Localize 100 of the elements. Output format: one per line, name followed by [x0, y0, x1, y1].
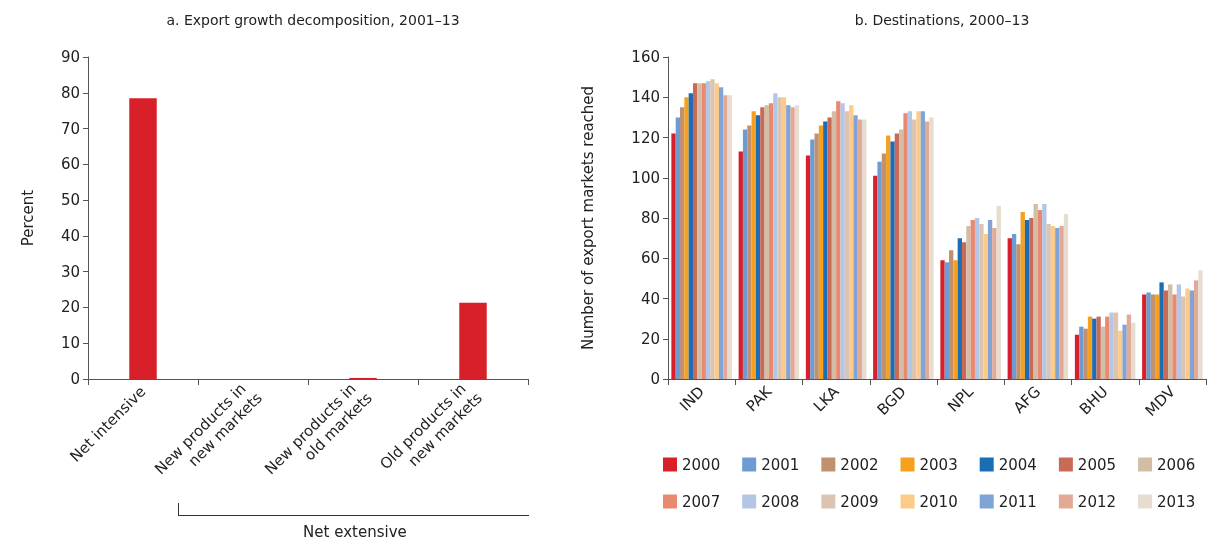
- legend-label: 2013: [1157, 492, 1196, 511]
- bar: [755, 115, 761, 379]
- bar: [924, 121, 930, 379]
- bar: [1096, 316, 1101, 379]
- bar: [1087, 316, 1093, 379]
- bar: [1042, 203, 1047, 379]
- bar: [1074, 334, 1080, 379]
- bar: [957, 238, 962, 379]
- bar: [907, 111, 913, 379]
- bar: [857, 119, 863, 379]
- bar: [890, 141, 895, 379]
- bar: [1168, 284, 1173, 379]
- bar: [818, 125, 824, 379]
- bar: [1122, 324, 1127, 379]
- bar: [1118, 330, 1123, 379]
- bar: [786, 105, 791, 379]
- bar: [996, 205, 1001, 379]
- bar: [1105, 316, 1110, 379]
- legend-label: 2000: [682, 455, 721, 474]
- bar: [671, 133, 676, 379]
- x-tick-label: LKA: [809, 382, 844, 416]
- bar: [1050, 226, 1056, 379]
- y-tick-label: 10: [60, 334, 80, 353]
- bar: [840, 103, 845, 379]
- bar: [777, 97, 782, 379]
- bar: [705, 81, 711, 379]
- y-axis-title: Number of export markets reached: [579, 85, 597, 351]
- bar: [979, 224, 984, 379]
- bar: [810, 139, 815, 379]
- bar: [823, 121, 828, 379]
- bar: [692, 83, 698, 379]
- bar: [894, 133, 900, 379]
- y-tick-label: 60: [640, 249, 660, 268]
- bar: [718, 87, 724, 379]
- legend-label: 2007: [682, 492, 721, 511]
- bar: [773, 93, 778, 379]
- bar: [714, 83, 719, 379]
- bar: [814, 133, 819, 379]
- bar: [944, 262, 950, 379]
- bar: [680, 107, 685, 379]
- bar: [877, 161, 882, 379]
- y-tick-label: 0: [650, 370, 660, 388]
- y-tick-label: 80: [60, 83, 80, 102]
- bar: [781, 97, 787, 379]
- bar: [1037, 209, 1043, 379]
- bar: [953, 260, 958, 379]
- bar: [987, 220, 993, 379]
- bar: [790, 107, 795, 379]
- bar: [738, 151, 743, 379]
- bar: [1059, 226, 1064, 379]
- bar: [1024, 220, 1030, 379]
- bar: [899, 129, 904, 379]
- bar: [831, 111, 837, 379]
- bar: [751, 111, 756, 379]
- bar: [862, 119, 867, 379]
- y-tick-label: 40: [60, 226, 80, 245]
- y-tick-label: 140: [631, 88, 660, 107]
- y-tick-label: 60: [60, 155, 80, 174]
- bar: [983, 234, 988, 379]
- bar: [1011, 234, 1017, 379]
- bar: [1109, 312, 1114, 379]
- bar: [747, 125, 752, 379]
- legend-label: 2009: [840, 492, 879, 511]
- bar: [886, 135, 891, 379]
- bar: [764, 105, 769, 379]
- bar: [1079, 326, 1084, 379]
- chart-title: a. Export growth decomposition, 2001–13: [166, 12, 460, 28]
- bar: [701, 83, 706, 379]
- bar: [1063, 213, 1069, 379]
- bar: [1193, 280, 1199, 379]
- bar: [710, 79, 715, 379]
- text: Net extensive: [303, 522, 407, 541]
- bar: [974, 218, 980, 379]
- legend-label: 2002: [840, 455, 879, 474]
- bar: [970, 220, 975, 379]
- bar: [1176, 284, 1182, 379]
- legend-label: 2006: [1157, 455, 1196, 474]
- bar: [742, 129, 748, 379]
- bar: [760, 107, 765, 379]
- bar: [805, 155, 811, 379]
- y-tick-label: 100: [631, 168, 660, 187]
- bar: [697, 83, 702, 379]
- legend-label: 2005: [1077, 455, 1117, 474]
- y-tick-label: 70: [60, 119, 80, 138]
- bar: [912, 119, 917, 379]
- bar: [961, 242, 967, 379]
- y-axis-title: Percent: [19, 189, 37, 247]
- legend-label: 2004: [998, 455, 1037, 474]
- bar: [949, 250, 954, 379]
- bar: [1181, 296, 1186, 379]
- bar: [1046, 224, 1051, 379]
- bar: [723, 95, 728, 379]
- y-tick-label: 40: [640, 289, 660, 308]
- legend-label: 2001: [761, 455, 800, 474]
- bar: [940, 260, 945, 379]
- bar: [129, 98, 157, 379]
- bar: [1185, 288, 1190, 379]
- bar: [1163, 290, 1169, 379]
- bar: [929, 117, 934, 379]
- bar: [873, 175, 878, 379]
